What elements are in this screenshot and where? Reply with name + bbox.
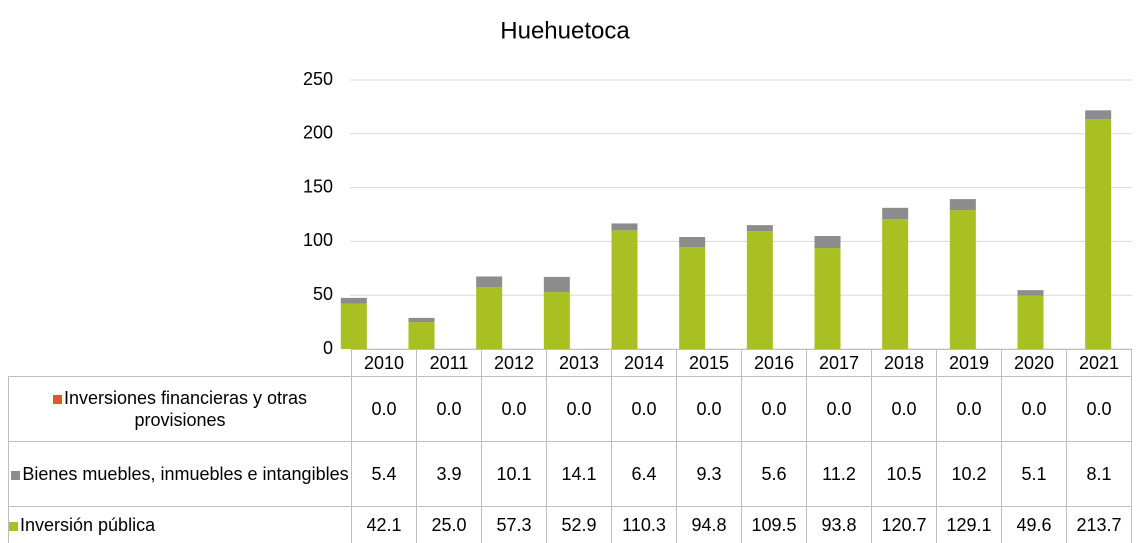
bar-segment	[1017, 290, 1044, 296]
bar-segment	[949, 210, 976, 349]
x-tick-label: 2017	[806, 349, 872, 377]
bar-segment	[746, 225, 773, 232]
value-cell: 5.1	[1001, 441, 1067, 507]
x-tick-label: 2015	[676, 349, 742, 377]
bar-segment	[1017, 295, 1044, 349]
value-cell: 0.0	[871, 376, 937, 442]
bar-segment	[679, 236, 706, 247]
chart-title: Huehuetoca	[500, 17, 630, 44]
value-cell: 213.7	[1066, 506, 1132, 543]
bar-segment	[1085, 110, 1112, 120]
x-tick-label: 2010	[351, 349, 417, 377]
value-cell: 0.0	[676, 376, 742, 442]
value-cell: 14.1	[546, 441, 612, 507]
legend-key	[9, 521, 18, 531]
x-tick-label: 2014	[611, 349, 677, 377]
y-tick-label: 50	[313, 284, 333, 304]
value-cell: 120.7	[871, 506, 937, 543]
bar-segment	[882, 207, 909, 220]
bar-segment	[340, 303, 367, 349]
series-name-cell: Bienes muebles, inmuebles e intangibles	[8, 441, 352, 507]
table-header-row: 2010 2011 2012 2013 2014 2015 2016 2017 2018 2019…	[9, 349, 1132, 377]
bar-segment	[814, 236, 841, 249]
bar-segment	[1085, 119, 1112, 349]
x-tick-label: 2019	[936, 349, 1002, 377]
value-cell: 0.0	[351, 376, 417, 442]
data-table: 2010 2011 2012 2013 2014 2015 2016 2017 2018 2019…	[8, 349, 1132, 543]
bar-segment	[611, 230, 638, 349]
value-cell: 0.0	[741, 376, 807, 442]
x-tick-label: 2016	[741, 349, 807, 377]
bar-segment	[543, 276, 570, 293]
y-tick-label: 100	[303, 230, 333, 250]
table-row: Bienes muebles, inmuebles e intangibles 5…	[8, 441, 1132, 507]
value-cell: 110.3	[611, 506, 677, 543]
value-cell: 0.0	[936, 376, 1002, 442]
value-cell: 57.3	[481, 506, 547, 543]
bar-segment	[611, 223, 638, 231]
value-cell: 42.1	[351, 506, 417, 543]
x-tick-label: 2018	[871, 349, 937, 377]
legend-label: Inversión pública	[20, 515, 156, 535]
x-tick-label: 2021	[1066, 349, 1132, 377]
x-tick-label: 2020	[1001, 349, 1067, 377]
x-tick-label: 2011	[416, 349, 482, 377]
value-cell: 0.0	[1066, 376, 1132, 442]
series-name-cell: Inversión pública	[8, 506, 352, 543]
value-cell: 129.1	[936, 506, 1002, 543]
legend-label: Inversiones financieras y otras provisio…	[63, 388, 308, 430]
value-cell: 0.0	[416, 376, 482, 442]
value-cell: 5.6	[741, 441, 807, 507]
bar-segment	[340, 297, 367, 304]
value-cell: 8.1	[1066, 441, 1132, 507]
series-name-cell: Inversiones financieras y otras provisio…	[8, 376, 352, 442]
legend-key	[11, 470, 21, 480]
value-cell: 49.6	[1001, 506, 1067, 543]
value-cell: 10.1	[481, 441, 547, 507]
value-cell: 10.2	[936, 441, 1002, 507]
bar-segment	[746, 231, 773, 349]
bar-segment	[882, 219, 909, 349]
value-cell: 0.0	[1001, 376, 1067, 442]
bar-segment	[408, 322, 435, 349]
y-tick-label: 150	[303, 176, 333, 196]
bar-segment	[679, 246, 706, 349]
table-row: Inversión pública 42.1 25.0 57.3 52.9 110.3 94…	[8, 506, 1132, 543]
table-corner	[9, 350, 352, 377]
x-tick-label: 2012	[481, 349, 547, 377]
bar-segment	[408, 317, 435, 323]
value-cell: 10.5	[871, 441, 937, 507]
value-cell: 0.0	[481, 376, 547, 442]
value-cell: 109.5	[741, 506, 807, 543]
bar-segment	[543, 292, 570, 349]
bar-segment	[949, 199, 976, 211]
value-cell: 3.9	[416, 441, 482, 507]
bar-segment	[476, 276, 503, 288]
value-cell: 93.8	[806, 506, 872, 543]
y-tick-label: 250	[303, 69, 333, 89]
value-cell: 0.0	[806, 376, 872, 442]
value-cell: 0.0	[546, 376, 612, 442]
y-tick-label: 0	[323, 338, 333, 358]
value-cell: 0.0	[611, 376, 677, 442]
x-tick-label: 2013	[546, 349, 612, 377]
value-cell: 52.9	[546, 506, 612, 543]
value-cell: 6.4	[611, 441, 677, 507]
bar-segment	[814, 248, 841, 349]
value-cell: 25.0	[416, 506, 482, 543]
value-cell: 94.8	[676, 506, 742, 543]
value-cell: 9.3	[676, 441, 742, 507]
value-cell: 5.4	[351, 441, 417, 507]
legend-key	[52, 394, 62, 404]
table-row: Inversiones financieras y otras provisio…	[8, 376, 1132, 442]
bar-segment	[476, 287, 503, 349]
legend-label: Bienes muebles, inmuebles e intangibles	[22, 464, 349, 484]
value-cell: 11.2	[806, 441, 872, 507]
y-tick-label: 200	[303, 123, 333, 143]
